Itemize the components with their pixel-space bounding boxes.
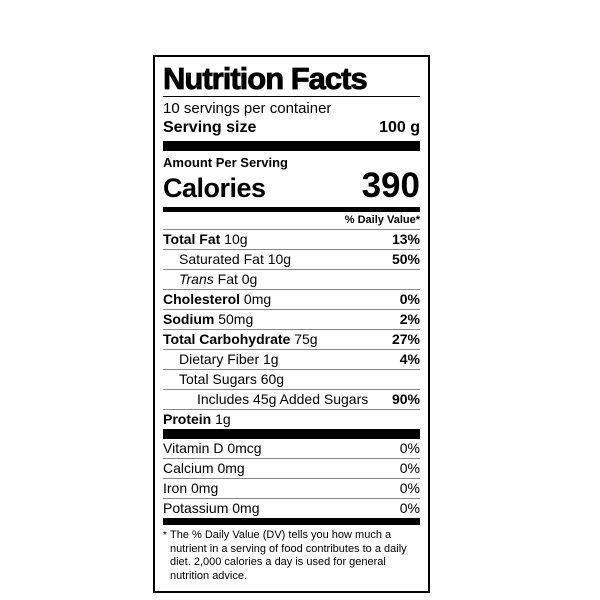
vitamin-name: Vitamin D 0mcg bbox=[163, 440, 262, 456]
divider-medium bbox=[163, 207, 420, 212]
serving-size-value: 100 g bbox=[379, 119, 420, 136]
nutrient-name: Includes 45g Added Sugars bbox=[197, 391, 369, 407]
serving-size-label: Serving size bbox=[163, 119, 257, 136]
nutrient-row-protein: Protein 1g bbox=[163, 410, 420, 429]
footnote-asterisk: * bbox=[163, 530, 167, 541]
divider-thick-bottom bbox=[163, 518, 420, 525]
vitamin-dv: 0% bbox=[399, 480, 420, 496]
nutrient-name: Cholesterol 0mg bbox=[163, 291, 272, 307]
nutrient-dv: 2% bbox=[399, 311, 420, 327]
nutrient-row-sodium: Sodium 50mg 2% bbox=[163, 310, 420, 330]
nutrient-row-dietary-fiber: Dietary Fiber 1g 4% bbox=[163, 350, 420, 370]
nutrient-row-saturated-fat: Saturated Fat 10g 50% bbox=[163, 250, 420, 270]
calories-row: Calories 390 bbox=[163, 166, 420, 207]
vitamin-name: Iron 0mg bbox=[163, 480, 219, 496]
nutrient-name: Total Fat 10g bbox=[163, 231, 248, 247]
nutrient-row-total-carbohydrate: Total Carbohydrate 75g 27% bbox=[163, 330, 420, 350]
vitamin-row-calcium: Calcium 0mg 0% bbox=[163, 459, 420, 479]
vitamin-dv: 0% bbox=[399, 440, 420, 456]
nutrient-name: Total Carbohydrate 75g bbox=[163, 331, 318, 347]
amount-per-serving-label: Amount Per Serving bbox=[163, 155, 288, 170]
nutrient-name: Saturated Fat 10g bbox=[179, 251, 292, 267]
nutrient-row-total-sugars: Total Sugars 60g bbox=[163, 370, 420, 390]
vitamin-name: Calcium 0mg bbox=[163, 460, 245, 476]
vitamin-dv: 0% bbox=[399, 460, 420, 476]
footnote-text: The % Daily Value (DV) tells you how muc… bbox=[170, 529, 407, 582]
vitamin-name: Potassium 0mg bbox=[163, 500, 260, 516]
nutrition-facts-label: Nutrition Facts 10 servings per containe… bbox=[153, 55, 430, 593]
nutrient-name: Trans Fat 0g bbox=[179, 271, 258, 287]
nutrient-dv: 13% bbox=[391, 231, 420, 247]
nutrient-name: Protein 1g bbox=[163, 411, 231, 427]
vitamin-dv: 0% bbox=[399, 500, 420, 516]
serving-size-row: Serving size 100 g bbox=[163, 118, 420, 141]
vitamin-row-vitamin-d: Vitamin D 0mcg 0% bbox=[163, 439, 420, 459]
nutrient-row-cholesterol: Cholesterol 0mg 0% bbox=[163, 290, 420, 310]
vitamin-row-iron: Iron 0mg 0% bbox=[163, 479, 420, 499]
nutrient-name: Total Sugars 60g bbox=[179, 371, 285, 387]
footnote: * The % Daily Value (DV) tells you how m… bbox=[163, 525, 420, 583]
nutrient-dv: 0% bbox=[399, 291, 420, 307]
divider-thick-top bbox=[163, 141, 420, 151]
calories-label: Calories bbox=[163, 173, 266, 203]
nutrient-dv: 4% bbox=[399, 351, 420, 367]
calories-value: 390 bbox=[361, 166, 420, 205]
nutrient-name: Sodium 50mg bbox=[163, 311, 254, 327]
nutrient-name: Dietary Fiber 1g bbox=[179, 351, 279, 367]
nutrient-dv: 50% bbox=[391, 251, 420, 267]
nutrient-dv: 27% bbox=[391, 331, 420, 347]
vitamin-row-potassium: Potassium 0mg 0% bbox=[163, 499, 420, 518]
nutrient-row-trans-fat: Trans Fat 0g bbox=[163, 270, 420, 290]
nutrient-row-total-fat: Total Fat 10g 13% bbox=[163, 230, 420, 250]
nutrient-dv: 90% bbox=[391, 391, 420, 407]
servings-per-container: 10 servings per container bbox=[163, 100, 332, 117]
divider-thick-middle bbox=[163, 429, 420, 439]
label-title: Nutrition Facts bbox=[163, 62, 420, 97]
daily-value-header: % Daily Value* bbox=[163, 212, 420, 230]
nutrient-row-added-sugars: Includes 45g Added Sugars 90% bbox=[163, 390, 420, 410]
